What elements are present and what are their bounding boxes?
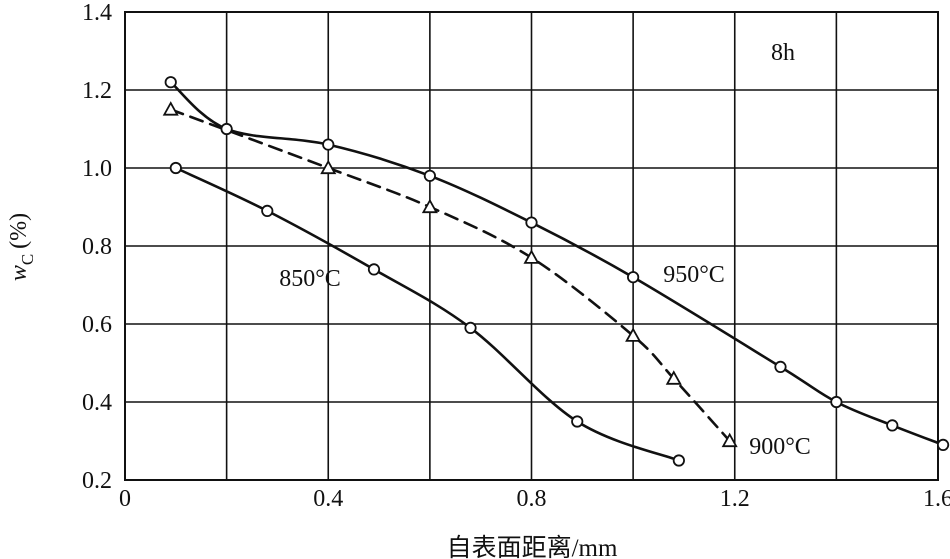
y-tick-label: 0.6 bbox=[82, 312, 112, 338]
data-point-circle bbox=[830, 395, 843, 409]
y-tick-label: 0.4 bbox=[82, 390, 112, 416]
data-point-circle bbox=[464, 321, 477, 334]
series-line bbox=[169, 108, 731, 443]
data-point-circle bbox=[220, 122, 233, 136]
data-point-triangle bbox=[665, 370, 682, 385]
data-point-triangle bbox=[721, 432, 738, 448]
x-tick-label: 0.8 bbox=[517, 486, 547, 512]
data-point-triangle bbox=[625, 327, 642, 342]
data-point-triangle bbox=[162, 101, 179, 116]
series-900Cc: 900°C bbox=[162, 101, 811, 460]
data-point-triangle bbox=[320, 159, 337, 175]
y-tick-label: 1.4 bbox=[82, 0, 112, 26]
plot-frame bbox=[124, 11, 939, 481]
data-point-circle bbox=[672, 454, 685, 467]
data-point-circle bbox=[261, 204, 274, 217]
series-950Cc: 950°C bbox=[164, 76, 950, 451]
series-850Cc: 850°C bbox=[169, 161, 685, 467]
data-point-circle bbox=[571, 415, 584, 428]
x-axis-label: 自表面距离/mm bbox=[447, 534, 618, 559]
y-tick-label: 0.2 bbox=[82, 468, 112, 494]
data-point-circle bbox=[367, 263, 381, 276]
series-label: 850°C bbox=[279, 266, 341, 292]
x-tick-label: 0.4 bbox=[313, 486, 343, 512]
x-tick-label: 0 bbox=[119, 486, 131, 512]
data-point-circle bbox=[627, 271, 640, 284]
series-label: 950°C bbox=[663, 262, 725, 288]
tick-labels: 0 0.4 0.8 1.2 1.6 0.2 0.4 0.6 0.8 1.0 1.2 1.4 bbox=[82, 0, 950, 512]
grid bbox=[125, 12, 938, 480]
y-tick-label: 1.0 bbox=[82, 156, 112, 182]
data-point-triangle bbox=[523, 249, 540, 264]
data-point-circle bbox=[322, 138, 335, 151]
y-tick-label: 0.8 bbox=[82, 234, 112, 260]
series-line bbox=[174, 166, 681, 462]
data-point-circle bbox=[936, 438, 950, 451]
data-point-circle bbox=[525, 216, 538, 229]
series-line bbox=[169, 80, 945, 447]
y-axis-label-unit: (%) bbox=[6, 213, 32, 249]
y-axis-label: wC (%) bbox=[6, 213, 37, 281]
series-label: 900°C bbox=[749, 434, 811, 460]
data-point-circle bbox=[423, 169, 436, 182]
data-point-circle bbox=[169, 161, 182, 175]
data-point-circle bbox=[886, 419, 899, 432]
data-point-circle bbox=[164, 76, 177, 89]
x-tick-label: 1.6 bbox=[923, 486, 950, 512]
y-tick-label: 1.2 bbox=[82, 78, 112, 104]
series-layer: 850°C 900°C 950°C bbox=[162, 76, 950, 467]
y-axis-label-main: w bbox=[6, 265, 32, 281]
time-annotation: 8h bbox=[771, 40, 795, 66]
x-tick-label: 1.2 bbox=[720, 486, 750, 512]
data-point-circle bbox=[774, 360, 787, 373]
y-axis-label-subscript: C bbox=[18, 254, 37, 265]
data-point-triangle bbox=[421, 198, 438, 214]
